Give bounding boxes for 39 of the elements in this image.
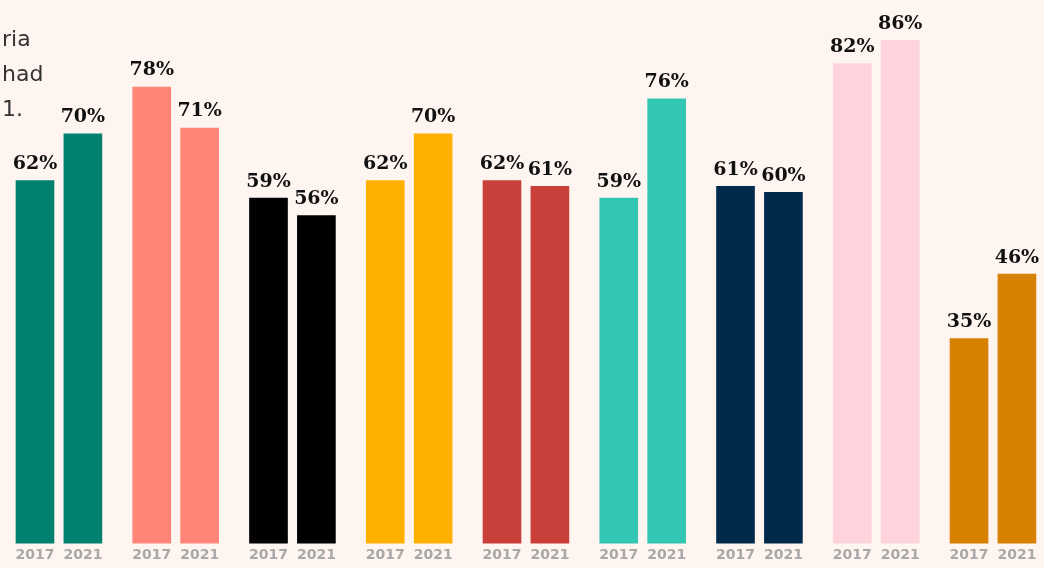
data-label: 62% — [12, 151, 58, 174]
x-tick-label: 2021 — [763, 546, 803, 563]
x-tick-label: 2017 — [599, 546, 639, 563]
x-tick-label: 2017 — [15, 546, 55, 563]
data-label: 62% — [479, 151, 525, 174]
x-tick-label: 2017 — [365, 546, 405, 563]
x-tick-label: 2021 — [647, 546, 687, 563]
data-label: 86% — [877, 10, 923, 33]
x-tick-label: 2017 — [949, 546, 989, 563]
data-label: 78% — [129, 57, 174, 80]
data-label: 71% — [177, 98, 222, 121]
x-tick-label: 2017 — [132, 546, 172, 563]
data-label: 61% — [713, 156, 758, 179]
x-tick-label: 2017 — [482, 546, 522, 563]
data-label: 70% — [60, 104, 106, 127]
data-label: 59% — [246, 168, 291, 191]
data-label: 46% — [994, 244, 1040, 267]
x-tick-label: 2021 — [296, 546, 336, 563]
data-label: 62% — [363, 151, 408, 174]
data-label: 60% — [761, 162, 806, 185]
x-tick-label: 2021 — [413, 546, 453, 563]
data-label: 35% — [946, 308, 992, 331]
annotation: ria — [2, 25, 31, 51]
data-label: 61% — [527, 156, 573, 179]
x-tick-label: 2021 — [997, 546, 1037, 563]
x-tick-label: 2017 — [716, 546, 755, 563]
x-tick-label: 2021 — [880, 546, 920, 563]
data-label: 70% — [410, 104, 456, 127]
annotation: 1. — [2, 95, 23, 121]
x-tick-label: 2017 — [249, 546, 288, 563]
data-label: 76% — [644, 69, 689, 92]
annotation: had — [2, 60, 44, 86]
data-label: 59% — [596, 168, 642, 191]
x-tick-label: 2017 — [832, 546, 872, 563]
x-tick-label: 2021 — [180, 546, 220, 563]
x-tick-label: 2021 — [530, 546, 570, 563]
x-tick-label: 2021 — [63, 546, 103, 563]
data-label: 82% — [830, 34, 875, 57]
data-label: 56% — [294, 186, 339, 209]
